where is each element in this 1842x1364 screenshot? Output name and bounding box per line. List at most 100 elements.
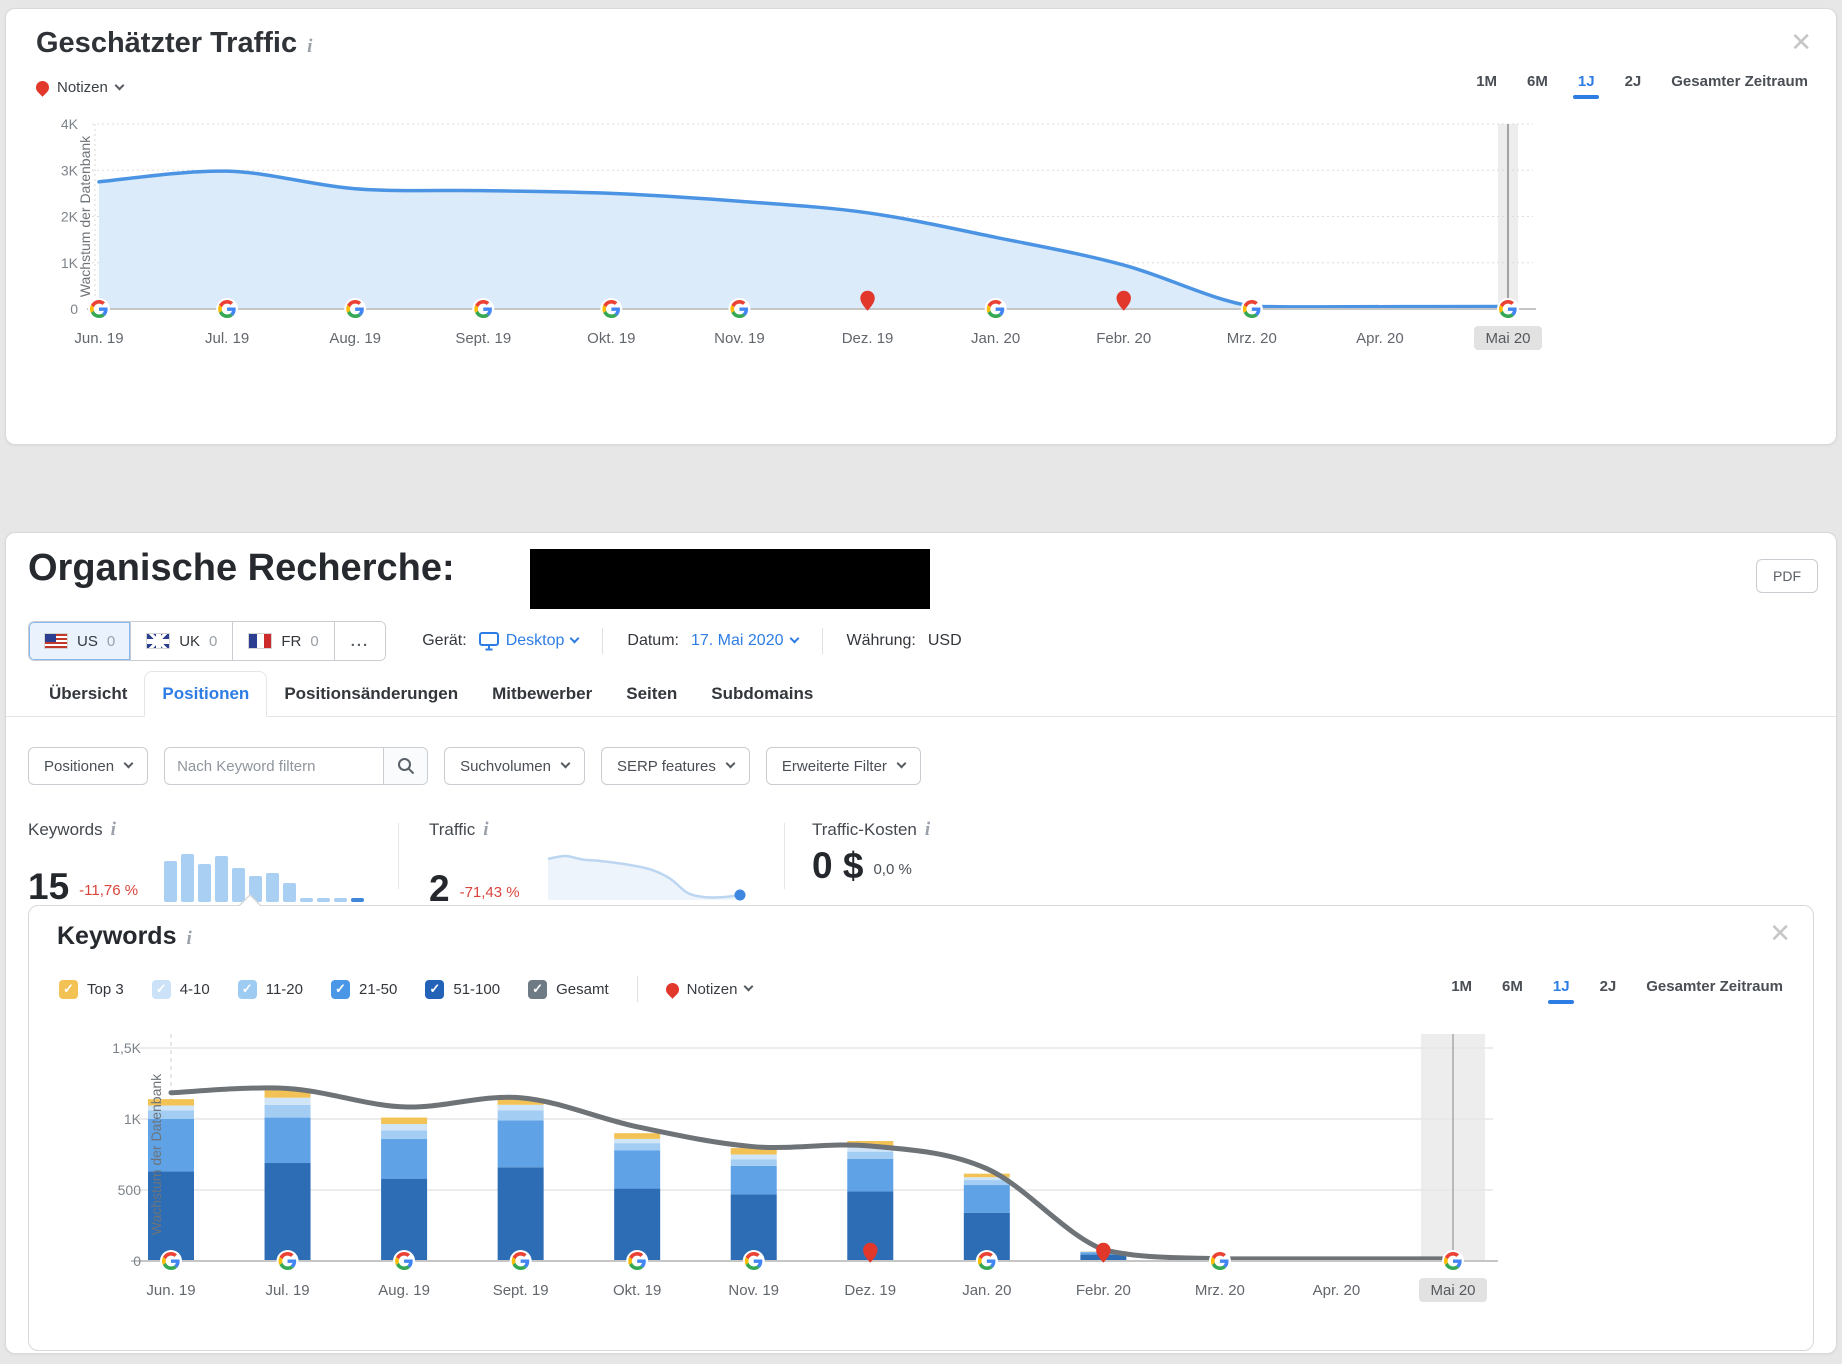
info-icon[interactable]: i <box>924 819 931 840</box>
chevron-down-icon <box>896 758 907 769</box>
time-range-selector: 1M 6M 1J 2J Gesamter Zeitraum <box>1476 73 1808 99</box>
country-tab-us[interactable]: US 0 <box>29 622 132 660</box>
range-2j[interactable]: 2J <box>1624 73 1642 90</box>
chevron-down-icon <box>789 633 799 644</box>
minibar-bar <box>266 873 280 902</box>
legend-11-20[interactable]: 11-20 <box>237 979 303 999</box>
serp-features-dropdown[interactable]: SERP features <box>600 747 750 785</box>
range-1m[interactable]: 1M <box>1451 978 1473 995</box>
notes-label: Notizen <box>57 79 108 96</box>
svg-text:0: 0 <box>133 1253 141 1269</box>
us-flag-icon <box>44 633 68 649</box>
range-1j[interactable]: 1J <box>1578 73 1595 99</box>
device-label: Gerät: <box>422 632 467 649</box>
legend-label: 21-50 <box>359 980 398 998</box>
country-tab-uk[interactable]: UK 0 <box>131 622 234 660</box>
legend-4-10[interactable]: 4-10 <box>151 979 210 999</box>
svg-text:Jul. 19: Jul. 19 <box>265 1282 309 1299</box>
legend-top3[interactable]: Top 3 <box>59 979 124 999</box>
keywords-position-chart[interactable]: Jun. 19 Jul. 19 Aug. 19 Sept. 19 Okt. 19 Nov.… <box>41 1012 1805 1334</box>
svg-text:Febr. 20: Febr. 20 <box>1096 330 1151 347</box>
notes-dropdown[interactable]: Notizen <box>662 979 754 999</box>
metric-keywords-label: Keywords <box>28 820 103 839</box>
svg-text:1K: 1K <box>124 1111 142 1127</box>
metric-traffic-cost[interactable]: Traffic-Kosten i 0 $ 0,0 % <box>812 819 931 886</box>
range-all[interactable]: Gesamter Zeitraum <box>1646 978 1783 995</box>
metric-keywords[interactable]: Keywords i 15 -11,76 % <box>28 819 365 905</box>
info-icon[interactable]: i <box>186 928 192 949</box>
chevron-down-icon <box>560 758 571 769</box>
legend-51-100[interactable]: 51-100 <box>425 979 501 999</box>
close-icon[interactable]: ✕ <box>1790 27 1812 57</box>
estimated-traffic-chart[interactable]: Jun. 19 Jul. 19 Aug. 19 Sept. 19 Okt. 19 Nov.… <box>26 115 1586 377</box>
svg-text:Mai 20: Mai 20 <box>1430 1282 1475 1299</box>
info-icon[interactable]: i <box>483 819 489 840</box>
range-6m[interactable]: 6M <box>1502 978 1523 995</box>
tab-positionen[interactable]: Positionen <box>144 671 268 717</box>
info-icon[interactable]: i <box>307 36 313 57</box>
positions-filter-label: Positionen <box>44 757 115 775</box>
divider <box>784 823 785 889</box>
notes-dropdown[interactable]: Notizen <box>33 78 125 97</box>
metric-keywords-delta: -11,76 % <box>79 882 139 899</box>
svg-text:Jul. 19: Jul. 19 <box>205 330 249 347</box>
svg-text:Jun. 19: Jun. 19 <box>146 1282 195 1299</box>
metric-cost-value: 0 $ <box>812 845 864 886</box>
svg-text:Aug. 19: Aug. 19 <box>329 330 381 347</box>
minibar-bar <box>351 898 365 902</box>
traffic-sparkline-chart <box>547 854 746 901</box>
metric-traffic-label: Traffic <box>429 820 476 839</box>
svg-text:2K: 2K <box>61 209 79 225</box>
metric-cost-delta: 0,0 % <box>873 861 912 879</box>
svg-text:Apr. 20: Apr. 20 <box>1356 330 1404 347</box>
date-label: Datum: <box>627 632 679 649</box>
divider <box>821 628 823 654</box>
organic-research-card: Organische Recherche: PDF US 0 UK 0 FR 0… <box>5 532 1837 1354</box>
fr-flag-icon <box>248 633 273 649</box>
search-button[interactable] <box>383 748 428 784</box>
country-code: UK <box>179 632 201 650</box>
svg-text:Dez. 19: Dez. 19 <box>842 330 894 347</box>
close-icon[interactable]: ✕ <box>1769 918 1791 948</box>
range-1j[interactable]: 1J <box>1553 978 1570 1004</box>
legend-label: 51-100 <box>453 980 501 998</box>
legend-gesamt[interactable]: Gesamt <box>528 979 609 999</box>
positions-filter-dropdown[interactable]: Positionen <box>28 747 149 785</box>
tab-seiten[interactable]: Seiten <box>626 684 678 703</box>
volume-filter-label: Suchvolumen <box>460 757 551 775</box>
advanced-filters-dropdown[interactable]: Erweiterte Filter <box>765 747 921 785</box>
tab-subdomains[interactable]: Subdomains <box>711 684 814 703</box>
date-dropdown[interactable]: 17. Mai 2020 <box>690 632 799 650</box>
volume-filter-dropdown[interactable]: Suchvolumen <box>444 747 585 785</box>
date-value: 17. Mai 2020 <box>690 632 784 649</box>
svg-text:500: 500 <box>118 1182 142 1198</box>
metric-traffic[interactable]: Traffic i 2 -71,43 % <box>429 819 754 907</box>
info-icon[interactable]: i <box>110 819 116 840</box>
more-countries-button[interactable]: ... <box>334 622 386 660</box>
notes-label: Notizen <box>686 980 738 998</box>
range-1m[interactable]: 1M <box>1476 73 1498 90</box>
range-all[interactable]: Gesamter Zeitraum <box>1671 73 1808 90</box>
tab-mitbewerber[interactable]: Mitbewerber <box>492 684 593 703</box>
svg-text:Nov. 19: Nov. 19 <box>714 330 765 347</box>
range-6m[interactable]: 6M <box>1527 73 1548 90</box>
svg-text:Sept. 19: Sept. 19 <box>455 330 511 347</box>
keyword-filter-input[interactable] <box>165 748 384 784</box>
minibar-bar <box>181 854 195 902</box>
panel-title-text: Keywords <box>57 922 177 950</box>
card-title: Geschätzter Traffic i <box>36 27 312 60</box>
chevron-down-icon <box>725 758 736 769</box>
keyword-filter <box>164 747 429 785</box>
tab-positionsaenderungen[interactable]: Positionsänderungen <box>284 684 459 703</box>
country-tab-fr[interactable]: FR 0 <box>233 622 335 660</box>
country-count: 0 <box>106 632 116 650</box>
pdf-export-button[interactable]: PDF <box>1756 559 1818 593</box>
tab-uebersicht[interactable]: Übersicht <box>49 684 128 703</box>
panel-title: Keywords i <box>57 922 192 951</box>
range-2j[interactable]: 2J <box>1599 978 1617 995</box>
legend-21-50[interactable]: 21-50 <box>331 979 398 999</box>
legend-label: Top 3 <box>87 980 124 998</box>
note-pin-icon <box>662 979 682 999</box>
device-dropdown[interactable]: Desktop <box>478 631 580 651</box>
